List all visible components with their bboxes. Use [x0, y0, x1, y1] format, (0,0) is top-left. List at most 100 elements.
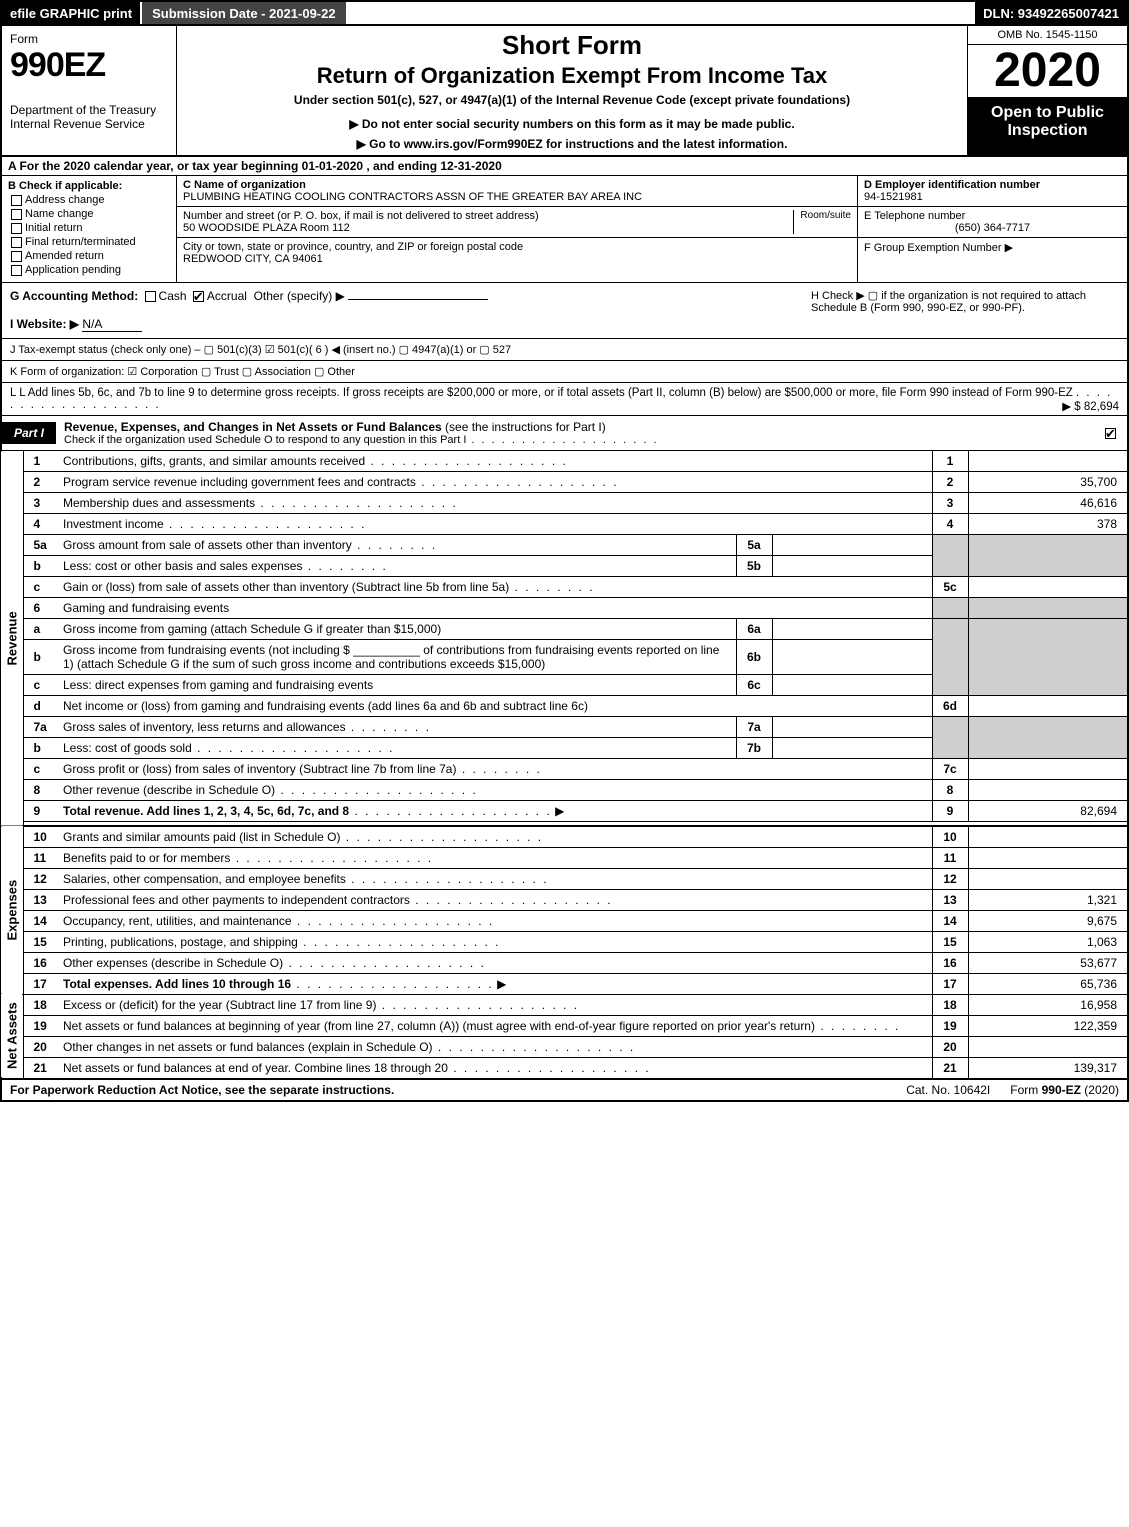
no-12: 12 [932, 868, 968, 889]
org-name-cell: C Name of organization PLUMBING HEATING … [177, 176, 857, 207]
ln-5b: b [23, 556, 57, 577]
part1-header: Part I Revenue, Expenses, and Changes in… [0, 416, 1129, 451]
street-value: 50 WOODSIDE PLAZA Room 112 [183, 222, 350, 234]
street-cell: Number and street (or P. O. box, if mail… [177, 207, 857, 238]
shade-5-val [968, 535, 1128, 577]
i-label: I Website: ▶ [10, 317, 79, 331]
chk-address-change[interactable]: Address change [8, 194, 170, 206]
side-revenue: Revenue [1, 451, 23, 826]
chk-amended-return[interactable]: Amended return [8, 250, 170, 262]
chk-application-pending[interactable]: Application pending [8, 264, 170, 276]
l-text: L Add lines 5b, 6c, and 7b to line 9 to … [19, 387, 1073, 399]
side-expenses: Expenses [1, 826, 23, 995]
desc-3: Membership dues and assessments [63, 496, 255, 510]
desc-7c: Gross profit or (loss) from sales of inv… [63, 762, 456, 776]
ln-6a: a [23, 619, 57, 640]
dln-label: DLN: 93492265007421 [975, 2, 1127, 24]
subval-6b [772, 640, 932, 675]
street-label: Number and street (or P. O. box, if mail… [183, 210, 539, 222]
ln-5a: 5a [23, 535, 57, 556]
part1-checkbox[interactable] [1102, 426, 1127, 440]
desc-2: Program service revenue including govern… [63, 475, 416, 489]
shade-6abc [932, 619, 968, 696]
ln-9: 9 [23, 801, 57, 822]
chk-cash[interactable] [145, 291, 156, 302]
subno-5b: 5b [736, 556, 772, 577]
subval-6c [772, 675, 932, 696]
g-other-input[interactable] [348, 299, 488, 300]
ln-4: 4 [23, 514, 57, 535]
no-3: 3 [932, 493, 968, 514]
no-19: 19 [932, 1015, 968, 1036]
subval-5b [772, 556, 932, 577]
ln-19: 19 [23, 1015, 57, 1036]
desc-20: Other changes in net assets or fund bala… [63, 1040, 433, 1054]
c-name-label: C Name of organization [183, 179, 306, 191]
side-netassets: Net Assets [1, 994, 23, 1078]
k-options: ☑ Corporation ▢ Trust ▢ Association ▢ Ot… [127, 366, 355, 378]
chk-initial-return[interactable]: Initial return [8, 222, 170, 234]
desc-6c: Less: direct expenses from gaming and fu… [63, 678, 373, 692]
val-4: 378 [968, 514, 1128, 535]
group-exemption-label: F Group Exemption Number ▶ [864, 242, 1013, 254]
ln-20: 20 [23, 1036, 57, 1057]
line-j: J Tax-exempt status (check only one) – ▢… [0, 339, 1129, 361]
no-17: 17 [932, 973, 968, 994]
desc-11: Benefits paid to or for members [63, 851, 230, 865]
desc-9: Total revenue. Add lines 1, 2, 3, 4, 5c,… [63, 804, 349, 818]
ein-cell: D Employer identification number 94-1521… [858, 176, 1127, 207]
submission-date-label: Submission Date - 2021-09-22 [140, 2, 346, 24]
subval-6a [772, 619, 932, 640]
subno-7b: 7b [736, 738, 772, 759]
shade-5 [932, 535, 968, 577]
phone-cell: E Telephone number (650) 364-7717 [858, 207, 1127, 238]
return-title: Return of Organization Exempt From Incom… [187, 63, 957, 89]
val-1 [968, 451, 1128, 472]
desc-16: Other expenses (describe in Schedule O) [63, 956, 283, 970]
no-5c: 5c [932, 577, 968, 598]
subno-6c: 6c [736, 675, 772, 696]
line-l: L L Add lines 5b, 6c, and 7b to line 9 t… [0, 383, 1129, 416]
ln-17: 17 [23, 973, 57, 994]
chk-name-change[interactable]: Name change [8, 208, 170, 220]
dept-irs: Internal Revenue Service [10, 117, 168, 131]
desc-6b: Gross income from fundraising events (no… [57, 640, 736, 675]
shade-6-val [968, 598, 1128, 619]
no-4: 4 [932, 514, 968, 535]
ln-11: 11 [23, 847, 57, 868]
goto-link-text[interactable]: ▶ Go to www.irs.gov/Form990EZ for instru… [187, 137, 957, 151]
desc-12: Salaries, other compensation, and employ… [63, 872, 346, 886]
no-21: 21 [932, 1057, 968, 1078]
block-bcdef: B Check if applicable: Address change Na… [0, 176, 1129, 283]
desc-1: Contributions, gifts, grants, and simila… [63, 454, 365, 468]
val-14: 9,675 [968, 910, 1128, 931]
org-name: PLUMBING HEATING COOLING CONTRACTORS ASS… [183, 191, 642, 203]
chk-final-return[interactable]: Final return/terminated [8, 236, 170, 248]
val-15: 1,063 [968, 931, 1128, 952]
chk-accrual[interactable] [193, 291, 204, 302]
form-header: Form 990EZ Department of the Treasury In… [0, 26, 1129, 157]
part1-check-line: Check if the organization used Schedule … [64, 434, 1102, 446]
ln-3: 3 [23, 493, 57, 514]
ln-12: 12 [23, 868, 57, 889]
chk-label: Final return/terminated [25, 236, 136, 248]
omb-number: OMB No. 1545-1150 [968, 26, 1127, 45]
group-exemption-cell: F Group Exemption Number ▶ [858, 238, 1127, 282]
block-gh: G Accounting Method: Cash Accrual Other … [0, 283, 1129, 339]
desc-15: Printing, publications, postage, and shi… [63, 935, 298, 949]
phone-value: (650) 364-7717 [864, 222, 1121, 234]
subval-7b [772, 738, 932, 759]
column-c: C Name of organization PLUMBING HEATING … [177, 176, 857, 282]
city-label: City or town, state or province, country… [183, 241, 523, 253]
no-15: 15 [932, 931, 968, 952]
val-16: 53,677 [968, 952, 1128, 973]
ein-value: 94-1521981 [864, 191, 923, 203]
ln-6: 6 [23, 598, 57, 619]
ln-16: 16 [23, 952, 57, 973]
topbar-spacer [346, 2, 976, 24]
short-form-title: Short Form [187, 30, 957, 61]
under-section-text: Under section 501(c), 527, or 4947(a)(1)… [187, 93, 957, 107]
chk-label: Name change [25, 208, 94, 220]
h-text: H Check ▶ ▢ if the organization is not r… [811, 290, 1086, 314]
val-19: 122,359 [968, 1015, 1128, 1036]
